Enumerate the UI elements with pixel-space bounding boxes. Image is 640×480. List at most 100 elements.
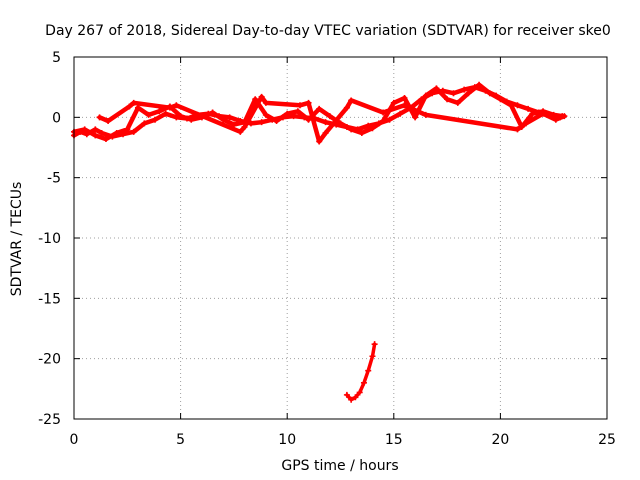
data-point [141, 120, 148, 127]
data-point [305, 99, 312, 106]
data-point [348, 126, 355, 133]
data-point [540, 110, 547, 117]
data-point [326, 113, 333, 120]
data-point [461, 86, 468, 93]
data-point [124, 126, 131, 133]
data-point [369, 125, 376, 132]
data-point [166, 104, 173, 111]
data-point [173, 102, 180, 109]
data-point [156, 108, 163, 115]
data-point [401, 102, 408, 109]
data-point [422, 92, 429, 99]
y-axis-label: SDTVAR / TECUs [9, 182, 25, 297]
x-tick-label: 5 [176, 432, 185, 448]
data-point [92, 132, 99, 139]
data-point [92, 126, 99, 133]
data-point [322, 130, 329, 137]
data-point [258, 119, 265, 126]
x-axis-label: GPS time / hours [281, 458, 398, 474]
data-point [486, 90, 493, 97]
axes: 0 5 10 15 20 25 -25 -20 -15 -10 -5 0 5 [38, 50, 616, 448]
data-point [98, 130, 105, 137]
data-point [130, 128, 137, 135]
data-point [337, 120, 344, 127]
data-point [356, 389, 363, 396]
data-point [145, 111, 152, 118]
data-point [348, 97, 355, 104]
data-point [81, 126, 88, 133]
data-point [371, 341, 378, 348]
data-point [397, 110, 404, 117]
x-tick-label: 20 [491, 432, 509, 448]
data-point [316, 105, 323, 112]
data-point [444, 96, 451, 103]
data-point [422, 111, 429, 118]
data-point [262, 111, 269, 118]
data-point [173, 114, 180, 121]
data-point [514, 102, 521, 109]
chart-title: Day 267 of 2018, Sidereal Day-to-day VTE… [45, 23, 611, 39]
data-point [113, 130, 120, 137]
data-point [102, 136, 109, 143]
data-point [561, 113, 568, 120]
data-point [294, 108, 301, 115]
y-tick-label: -20 [38, 352, 61, 368]
data-point [273, 117, 280, 124]
data-point [188, 116, 195, 123]
y-tick-label: 0 [52, 110, 61, 126]
data-point [476, 81, 483, 88]
series-line-main-trace-3 [97, 94, 567, 144]
data-point [230, 121, 237, 128]
data-point [348, 396, 355, 403]
data-point [525, 105, 532, 112]
data-point [162, 110, 169, 117]
data-point [522, 120, 529, 127]
data-point [252, 96, 259, 103]
data-point [305, 116, 312, 123]
data-point [352, 394, 359, 401]
data-point [552, 116, 559, 123]
data-point [322, 119, 329, 126]
data-point [412, 114, 419, 121]
data-point [96, 114, 103, 121]
data-point [380, 117, 387, 124]
x-tick-label: 0 [70, 432, 79, 448]
data-point [343, 391, 350, 398]
data-point [220, 116, 227, 123]
x-tick-label: 25 [598, 432, 616, 448]
data-point [226, 114, 233, 121]
data-point [284, 110, 291, 117]
data-series [71, 81, 568, 403]
y-tick-label: -5 [47, 171, 61, 187]
data-point [465, 90, 472, 97]
data-point [365, 367, 372, 374]
x-tick-label: 10 [278, 432, 296, 448]
data-point [401, 95, 408, 102]
data-point [262, 99, 269, 106]
y-tick-label: -15 [38, 291, 61, 307]
data-point [126, 103, 133, 110]
y-tick-label: -10 [38, 231, 61, 247]
y-tick-label: 5 [52, 50, 61, 66]
data-point [258, 93, 265, 100]
data-point [433, 85, 440, 92]
data-point [343, 104, 350, 111]
y-tick-label: -25 [38, 412, 61, 428]
data-point [386, 116, 393, 123]
data-point [316, 138, 323, 145]
data-point [450, 90, 457, 97]
data-point [508, 102, 515, 109]
data-point [358, 130, 365, 137]
data-point [177, 113, 184, 120]
data-point [241, 123, 248, 130]
data-point [130, 99, 137, 106]
data-point [369, 353, 376, 360]
data-point [390, 99, 397, 106]
series-line-outlier-trace [345, 342, 377, 402]
data-point [152, 116, 159, 123]
data-point [497, 96, 504, 103]
data-point [209, 109, 216, 116]
data-point [105, 117, 112, 124]
data-point [454, 99, 461, 106]
